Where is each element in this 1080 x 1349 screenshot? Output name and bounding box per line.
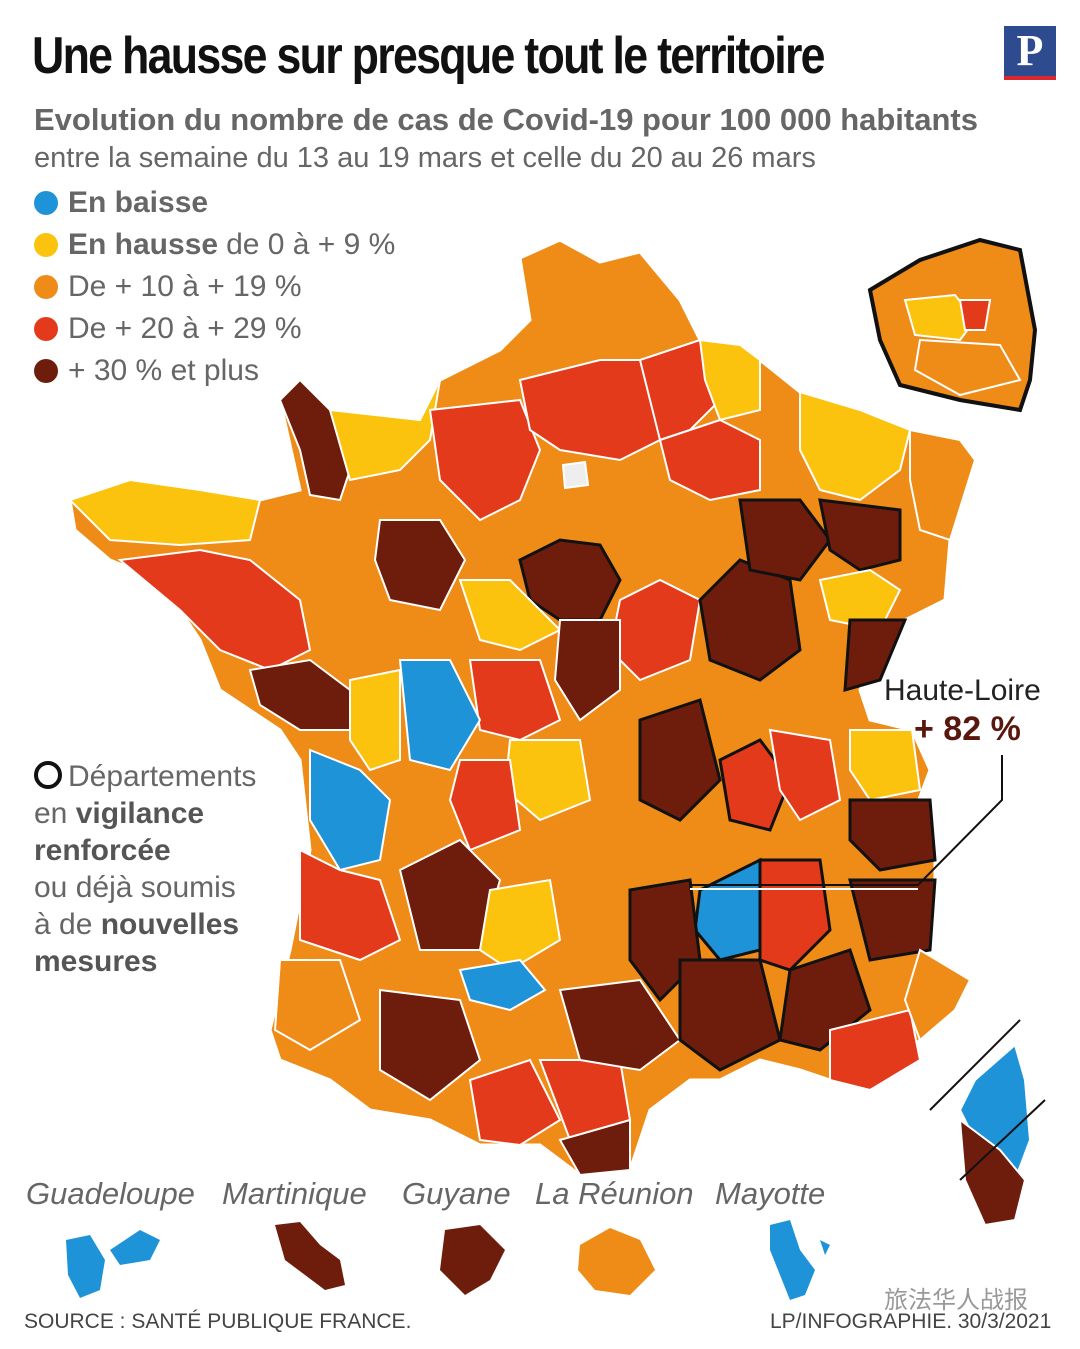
region-haute-garonne-red: [468, 1058, 562, 1147]
guadeloupe-shape: [66, 1230, 160, 1298]
region-marne: [658, 418, 761, 502]
ile-de-france-inset: [867, 237, 1038, 413]
legend-dot-blue-icon: [34, 191, 58, 215]
vigilance-line-4: ou déjà soumis: [34, 869, 314, 906]
corsica: [929, 1019, 1046, 1227]
region-haute-marne-dark: [738, 498, 832, 582]
map-legend: En baisse En hausse de 0 à + 9 % De + 10…: [34, 182, 395, 392]
region-lorraine-yellow: [799, 390, 912, 502]
legend-dot-orange-icon: [34, 275, 58, 299]
vigilance-bold: nouvelles: [100, 908, 240, 941]
region-ardennes: [698, 338, 761, 422]
vigilance-line-5: à de nouvelles: [34, 906, 314, 943]
map-subtitle: Evolution du nombre de cas de Covid-19 p…: [34, 102, 978, 137]
haute-loire-callout-line: [690, 755, 1003, 886]
region-alpes-maritimes-orange: [903, 948, 972, 1042]
region-vienne-blue: [398, 659, 482, 772]
region-gard-dark: [678, 958, 782, 1072]
vigilance-text: à de: [34, 908, 93, 941]
legend-label: De + 20 à + 29 %: [68, 312, 302, 345]
legend-label-bold: En hausse: [68, 228, 219, 261]
region-normandy: [328, 379, 441, 482]
region-doubs-dark: [843, 618, 908, 693]
region-haute-savoie-yellow: [849, 729, 922, 802]
legend-label-bold: En baisse: [68, 186, 209, 219]
callout-name: Haute-Loire: [884, 674, 1041, 707]
vigilance-line-6: mesures: [34, 943, 314, 980]
legend-item-10-19: De + 10 à + 19 %: [34, 266, 395, 308]
region-creuse-red: [448, 759, 522, 852]
mayotte-shape: [770, 1220, 830, 1300]
region-sarthe: [373, 519, 467, 612]
legend-item-hausse-0-9: En hausse de 0 à + 9 %: [34, 224, 395, 266]
legend-item-baisse: En baisse: [34, 182, 395, 224]
region-vendee-yellow: [349, 668, 401, 772]
region-indre-et-loire-yellow: [458, 579, 562, 652]
legend-label: De + 10 à + 19 %: [68, 270, 302, 303]
legend-dot-red-icon: [34, 317, 58, 341]
vigilance-legend: Départements en vigilance renforcée ou d…: [34, 758, 314, 980]
vigilance-line-1: Départements: [34, 758, 314, 795]
overseas-label-guyane: Guyane: [402, 1176, 511, 1211]
region-south-west-dark: [379, 988, 482, 1102]
region-rhone-red: [718, 738, 792, 832]
region-pyrenees-orientales-dark: [558, 1118, 631, 1177]
reunion-shape: [578, 1228, 655, 1295]
map-subtitle-period: entre la semaine du 13 au 19 mars et cel…: [34, 142, 816, 174]
region-tarn-et-garonne-blue: [458, 958, 547, 1012]
region-herault-dark: [558, 978, 682, 1072]
vigilance-text: ou déjà soumis: [34, 871, 236, 904]
vigilance-bold: renforcée: [34, 834, 171, 867]
watermark-text: 旅法华人战报: [884, 1287, 1028, 1314]
region-cote-dor-dark: [698, 558, 802, 682]
region-brittany-north: [68, 478, 262, 547]
map-title: Une hausse sur presque tout le territoir…: [32, 27, 826, 85]
overseas-label-mayotte: Mayotte: [715, 1176, 826, 1211]
region-alsace-east: [909, 428, 977, 542]
region-nievre-dark: [553, 619, 621, 722]
region-charente-maritime-blue: [309, 748, 392, 872]
le-parisien-logo: P: [1004, 26, 1056, 80]
callout-value: + 82 %: [914, 710, 1021, 748]
overseas-label-guadeloupe: Guadeloupe: [26, 1176, 195, 1211]
region-landes-orange: [273, 959, 362, 1052]
region-ain-red: [768, 728, 842, 822]
legend-item-30-plus: + 30 % et plus: [34, 350, 395, 392]
region-paris-center-white: [561, 460, 590, 490]
region-paris-ring: [428, 398, 542, 522]
legend-dot-darkbrown-icon: [34, 359, 58, 383]
vigilance-ring-icon: [34, 761, 62, 789]
region-aisne: [638, 338, 722, 442]
legend-label: de 0 à + 9 %: [226, 228, 396, 261]
region-savoie-dark: [848, 798, 937, 872]
region-ardeche-red: [758, 858, 832, 972]
region-lot-yellow: [478, 878, 562, 972]
vigilance-bold: vigilance: [75, 797, 205, 830]
infographic-credit: LP/INFOGRAPHIE. 30/3/2021: [770, 1310, 1052, 1333]
region-var-red: [829, 1008, 922, 1092]
source-credit: SOURCE : SANTÉ PUBLIQUE FRANCE.: [24, 1310, 412, 1333]
region-vosges-dark: [818, 498, 902, 572]
region-brittany-south: [117, 548, 312, 672]
region-saone-et-loire-dark: [638, 698, 722, 822]
guyane-shape: [440, 1225, 505, 1295]
martinique-shape: [275, 1222, 345, 1290]
legend-item-20-29: De + 20 à + 29 %: [34, 308, 395, 350]
vigilance-text: Départements: [68, 760, 257, 793]
vigilance-line-2: en vigilance: [34, 795, 314, 832]
overseas-label-reunion: La Réunion: [535, 1176, 694, 1211]
vigilance-text: en: [34, 797, 68, 830]
legend-label: + 30 % et plus: [68, 354, 259, 387]
region-haute-saone: [818, 568, 902, 632]
region-gironde-red: [299, 848, 402, 962]
overseas-label-martinique: Martinique: [222, 1176, 367, 1211]
vigilance-line-3: renforcée: [34, 832, 314, 869]
region-loiret-dark: [518, 538, 622, 622]
vigilance-bold: mesures: [34, 945, 158, 978]
region-hautes-alpes-dark: [848, 878, 937, 962]
legend-dot-yellow-icon: [34, 233, 58, 257]
